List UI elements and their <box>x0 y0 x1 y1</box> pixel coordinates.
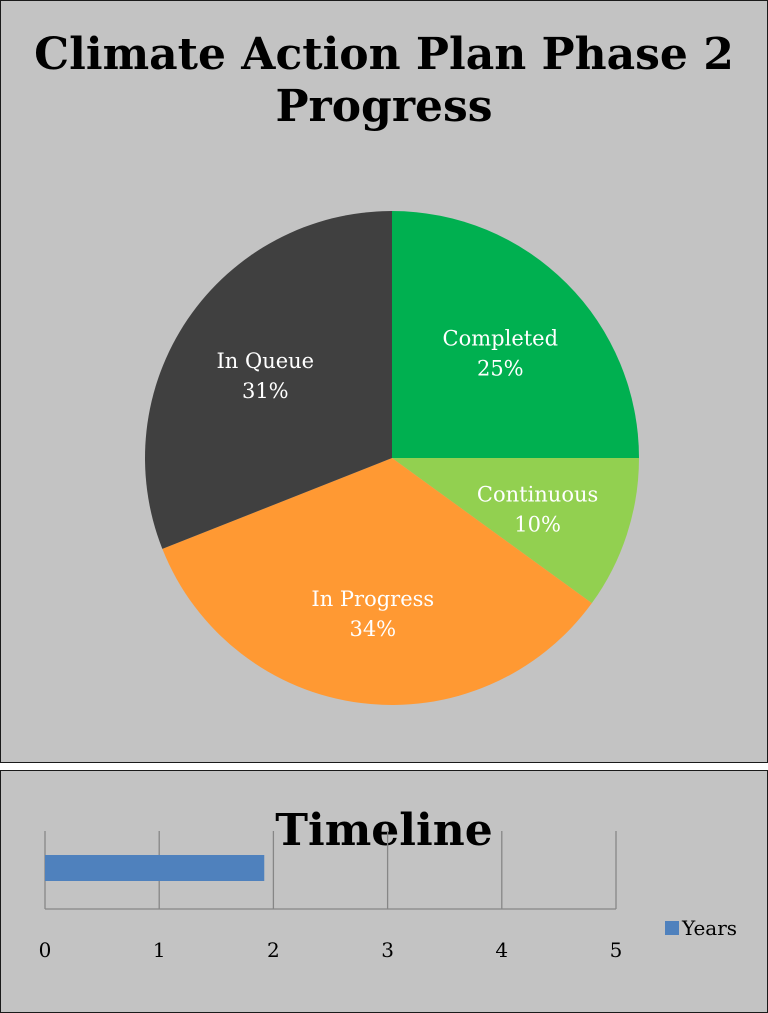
timeline-chart-title: Timeline <box>275 805 493 856</box>
legend-label-years: Years <box>681 916 737 940</box>
x-tick-label-0: 0 <box>39 938 52 962</box>
x-tick-label-2: 2 <box>267 938 280 962</box>
pie-percent-in-queue: 31% <box>242 379 289 403</box>
pie-label-continuous: Continuous <box>477 482 598 506</box>
pie-slice-in-queue <box>145 211 392 549</box>
pie-label-in-progress: In Progress <box>311 587 434 611</box>
timeline-chart: 0 1 2 3 4 5 Years <box>39 831 737 962</box>
x-tick-label-4: 4 <box>495 938 508 962</box>
bar-years <box>45 855 265 881</box>
pie-slice-completed <box>392 211 639 458</box>
pie-slice-continuous <box>392 458 639 604</box>
x-tick-label-3: 3 <box>381 938 394 962</box>
pie-percent-completed: 25% <box>477 357 524 381</box>
pie-label-in-queue: In Queue <box>216 349 314 373</box>
legend-swatch-years <box>665 921 679 935</box>
pie-chart-panel: Climate Action Plan Phase 2 Progress Com… <box>0 0 768 763</box>
timeline-chart-panel: Timeline 0 1 2 3 4 5 Years <box>0 770 768 1013</box>
x-tick-label-5: 5 <box>610 938 623 962</box>
pie-chart-title: Climate Action Plan Phase 2 Progress <box>34 29 734 132</box>
x-tick-label-1: 1 <box>153 938 166 962</box>
pie-label-completed: Completed <box>443 327 559 351</box>
pie-chart: Completed 25% Continuous 10% In Progress 34% I… <box>145 211 639 705</box>
pie-percent-continuous: 10% <box>514 512 561 536</box>
pie-slice-in-progress <box>162 458 592 705</box>
pie-percent-in-progress: 34% <box>349 617 396 641</box>
